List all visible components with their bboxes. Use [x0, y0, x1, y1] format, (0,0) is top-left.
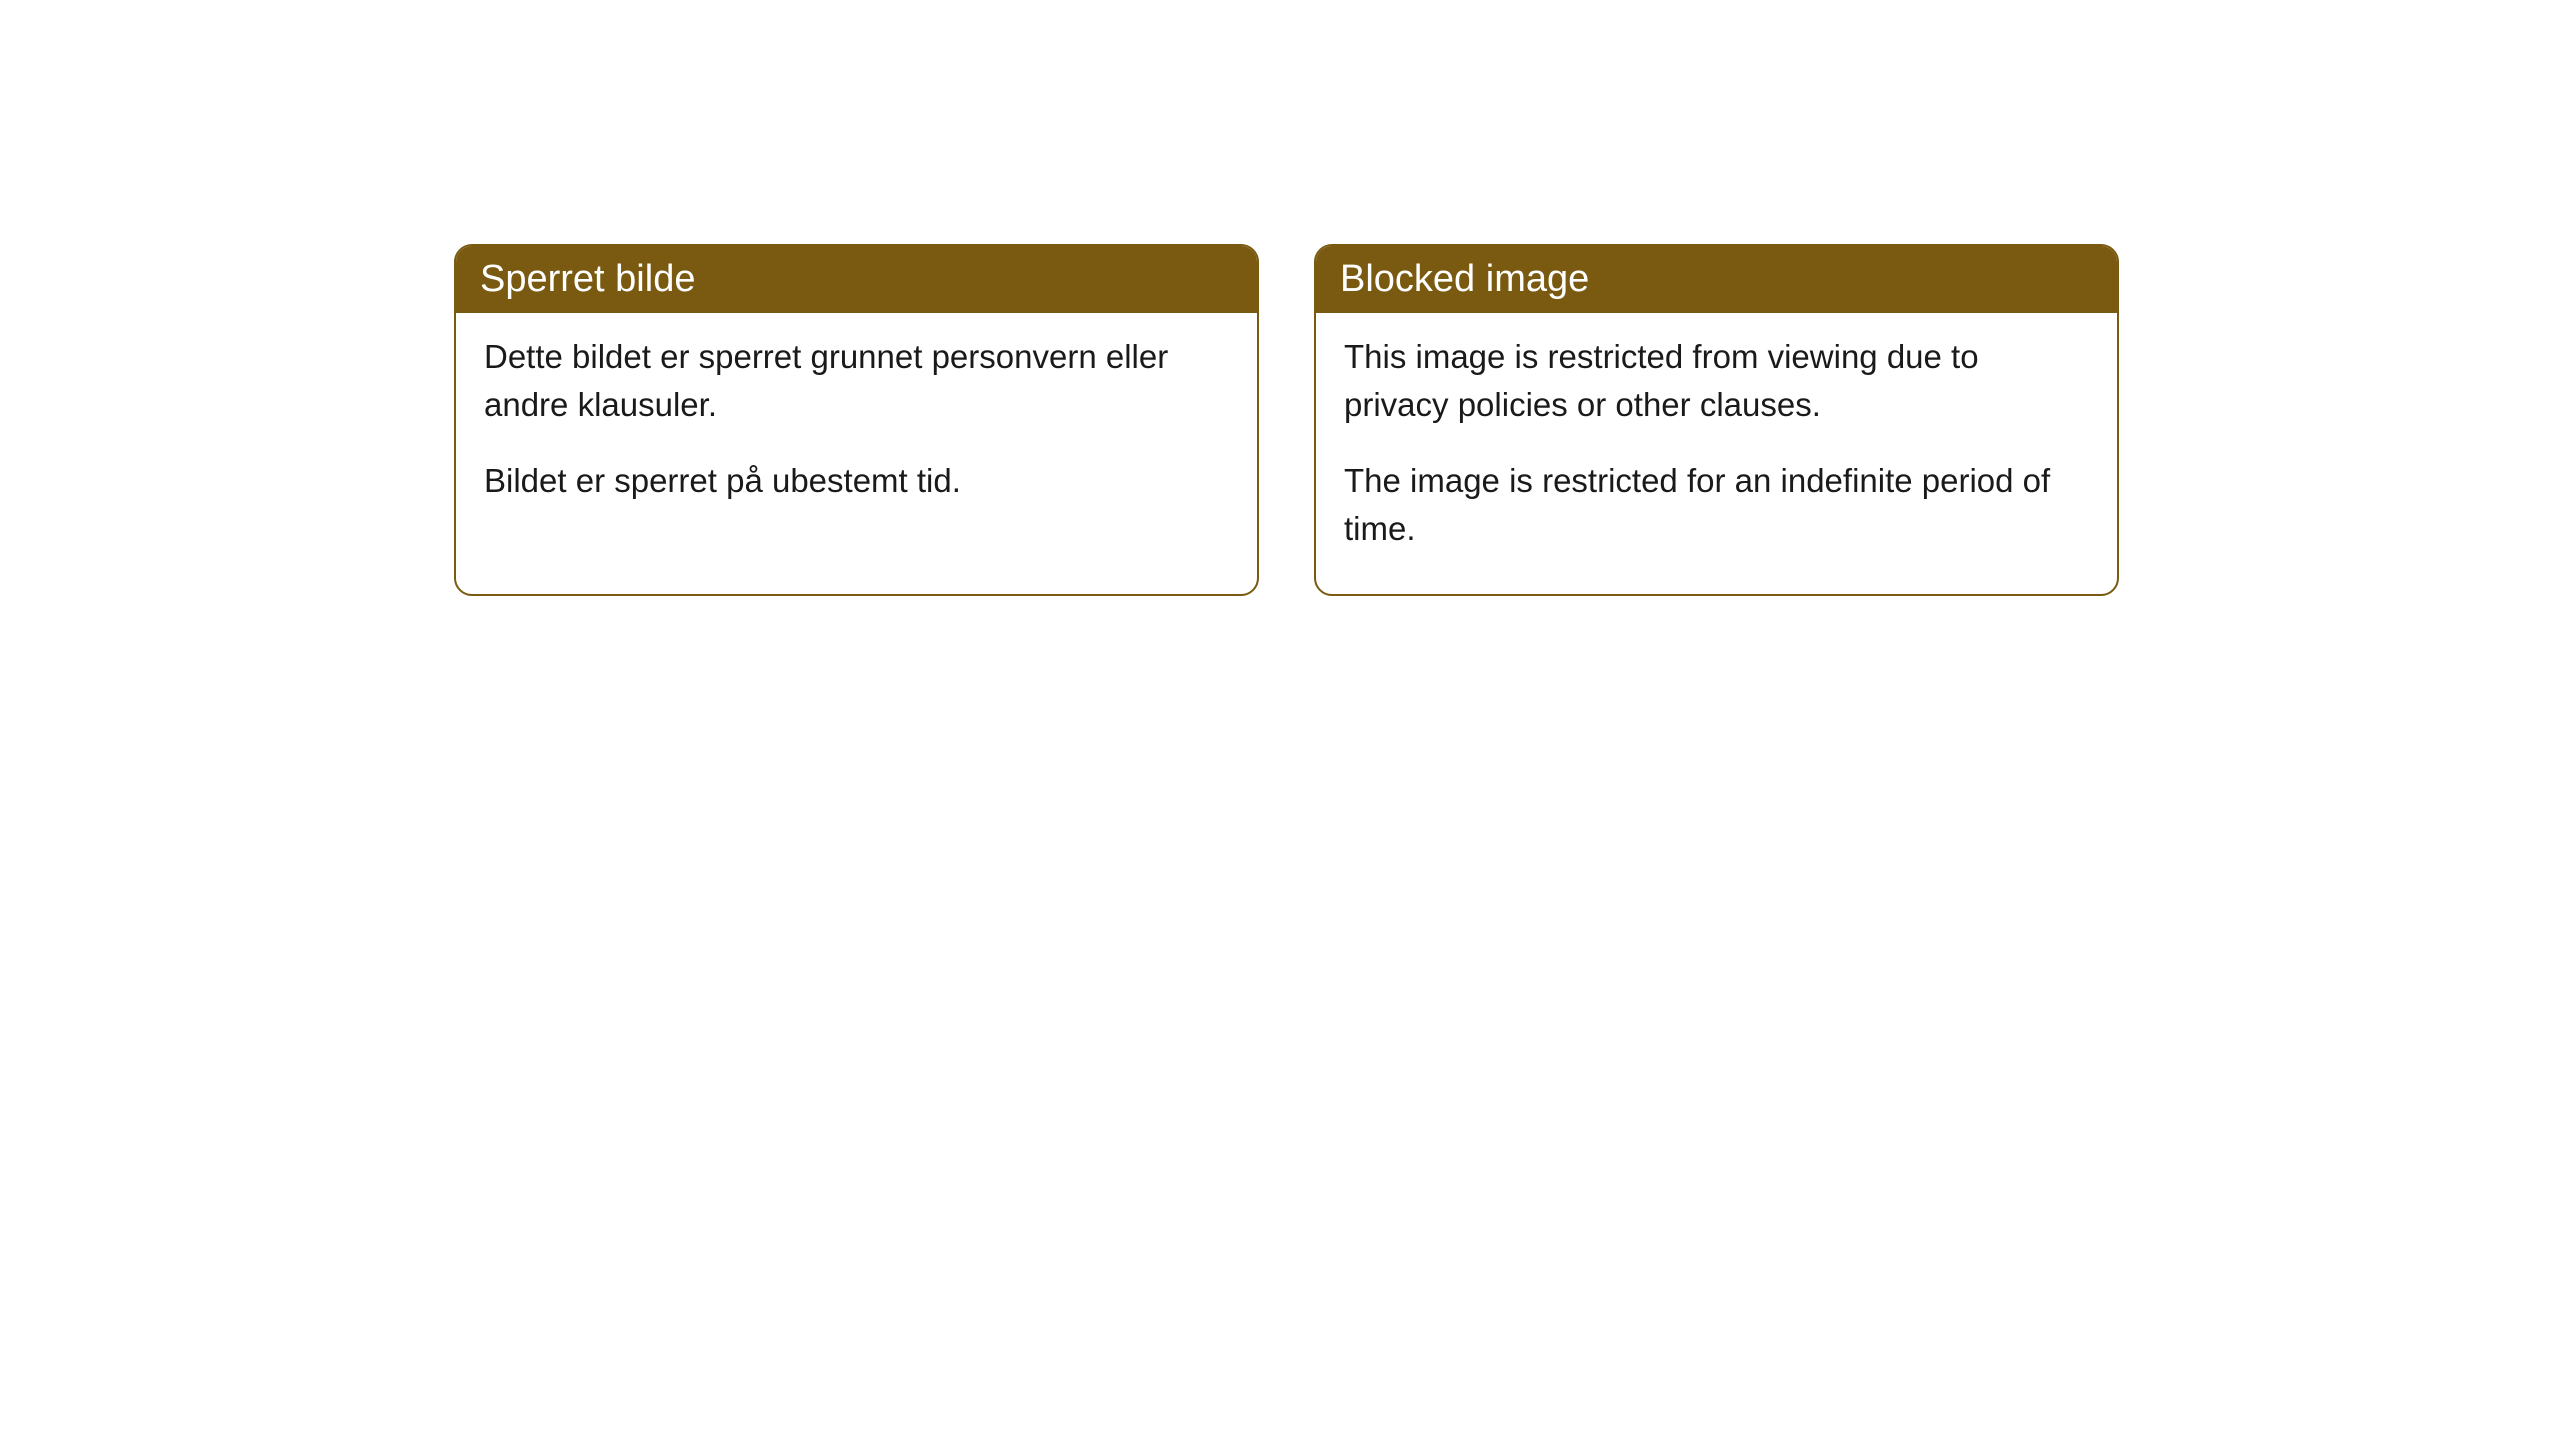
cards-container: Sperret bilde Dette bildet er sperret gr…	[454, 244, 2119, 596]
card-body-english: This image is restricted from viewing du…	[1316, 313, 2117, 594]
card-text-english-2: The image is restricted for an indefinit…	[1344, 457, 2089, 553]
card-english: Blocked image This image is restricted f…	[1314, 244, 2119, 596]
card-title-norwegian: Sperret bilde	[480, 258, 695, 300]
card-header-english: Blocked image	[1316, 246, 2117, 313]
card-text-norwegian-2: Bildet er sperret på ubestemt tid.	[484, 457, 1229, 505]
card-body-norwegian: Dette bildet er sperret grunnet personve…	[456, 313, 1257, 547]
card-header-norwegian: Sperret bilde	[456, 246, 1257, 313]
card-text-english-1: This image is restricted from viewing du…	[1344, 333, 2089, 429]
card-title-english: Blocked image	[1340, 258, 1589, 300]
card-norwegian: Sperret bilde Dette bildet er sperret gr…	[454, 244, 1259, 596]
card-text-norwegian-1: Dette bildet er sperret grunnet personve…	[484, 333, 1229, 429]
